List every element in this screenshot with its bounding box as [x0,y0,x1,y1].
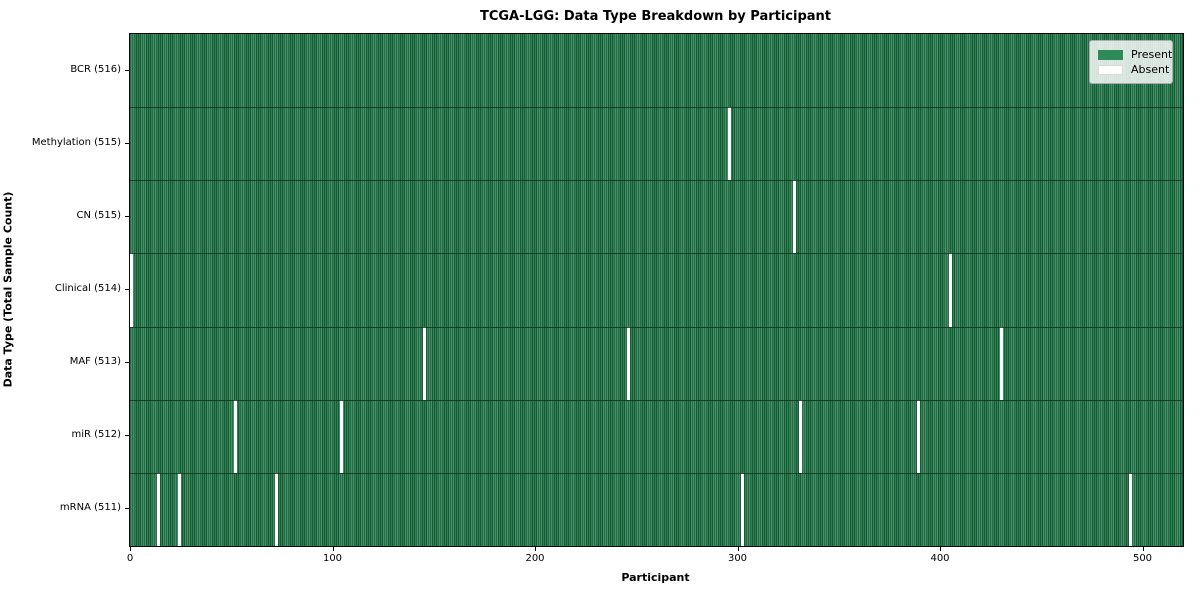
legend: Present Absent [1089,40,1173,84]
absent-gap [728,107,732,181]
heatmap-row-mrna [130,472,1183,546]
row-separator [130,326,1183,328]
absent-gap [274,472,278,546]
y-tick-mark [125,435,129,437]
y-tick-mark [125,362,129,364]
x-tick-mark [332,547,334,551]
row-separator [130,472,1183,474]
heatmap-row-maf [130,326,1183,400]
y-tick-label: mRNA (511) [59,502,121,514]
absent-gap [157,472,161,546]
y-tick-mark [125,142,129,144]
present-swatch [1098,49,1123,60]
x-tick-label: 500 [1132,553,1153,564]
heatmap-row-methylation [130,107,1183,181]
y-tick-mark [125,215,129,217]
y-tick-label: miR (512) [71,429,121,441]
y-tick-label: Clinical (514) [54,283,121,294]
row-separator [130,180,1183,182]
x-tick-label: 300 [727,553,748,564]
absent-gap [793,180,797,254]
absent-gap [339,399,343,473]
legend-label: Present [1131,48,1173,61]
row-separator [130,399,1183,401]
absent-gap [916,399,920,473]
chart-title: TCGA-LGG: Data Type Breakdown by Partici… [479,9,832,24]
heatmap-row-clinical [130,253,1183,327]
x-tick-label: 0 [126,553,134,564]
y-tick-mark [125,508,129,510]
legend-item-absent: Absent [1098,62,1169,77]
row-separator [130,253,1183,255]
x-tick-label: 400 [930,553,950,564]
x-tick-mark [940,547,941,551]
absent-gap [234,399,238,473]
absent-gap [177,472,181,546]
absent-gap [130,253,133,327]
absent-swatch [1098,64,1123,75]
x-tick-mark [1142,547,1144,551]
heatmap-row-mir [130,399,1183,473]
absent-gap [740,472,744,546]
y-tick-label: Methylation (515) [31,136,121,148]
absent-gap [949,253,953,327]
absent-gap [799,399,803,473]
heatmap-row-bcr [130,34,1183,108]
legend-item-present: Present [1098,47,1172,62]
y-tick-mark [125,289,129,290]
y-tick-label: BCR (516) [70,63,121,75]
x-tick-mark [535,547,536,551]
absent-gap [1129,472,1133,546]
x-tick-mark [737,547,739,551]
absent-gap [627,326,631,400]
legend-label: Absent [1131,63,1170,76]
absent-gap [999,326,1003,400]
x-tick-label: 200 [525,553,545,564]
row-separator [130,107,1183,109]
y-tick-label: MAF (513) [69,356,121,368]
plot-area [129,33,1184,547]
heatmap-row-cn [130,180,1183,254]
absent-gap [422,326,426,400]
x-axis-label: Participant [621,571,690,584]
y-tick-label: CN (515) [76,209,121,221]
x-tick-label: 100 [322,553,343,564]
y-tick-mark [125,69,129,71]
x-tick-mark [130,547,131,551]
